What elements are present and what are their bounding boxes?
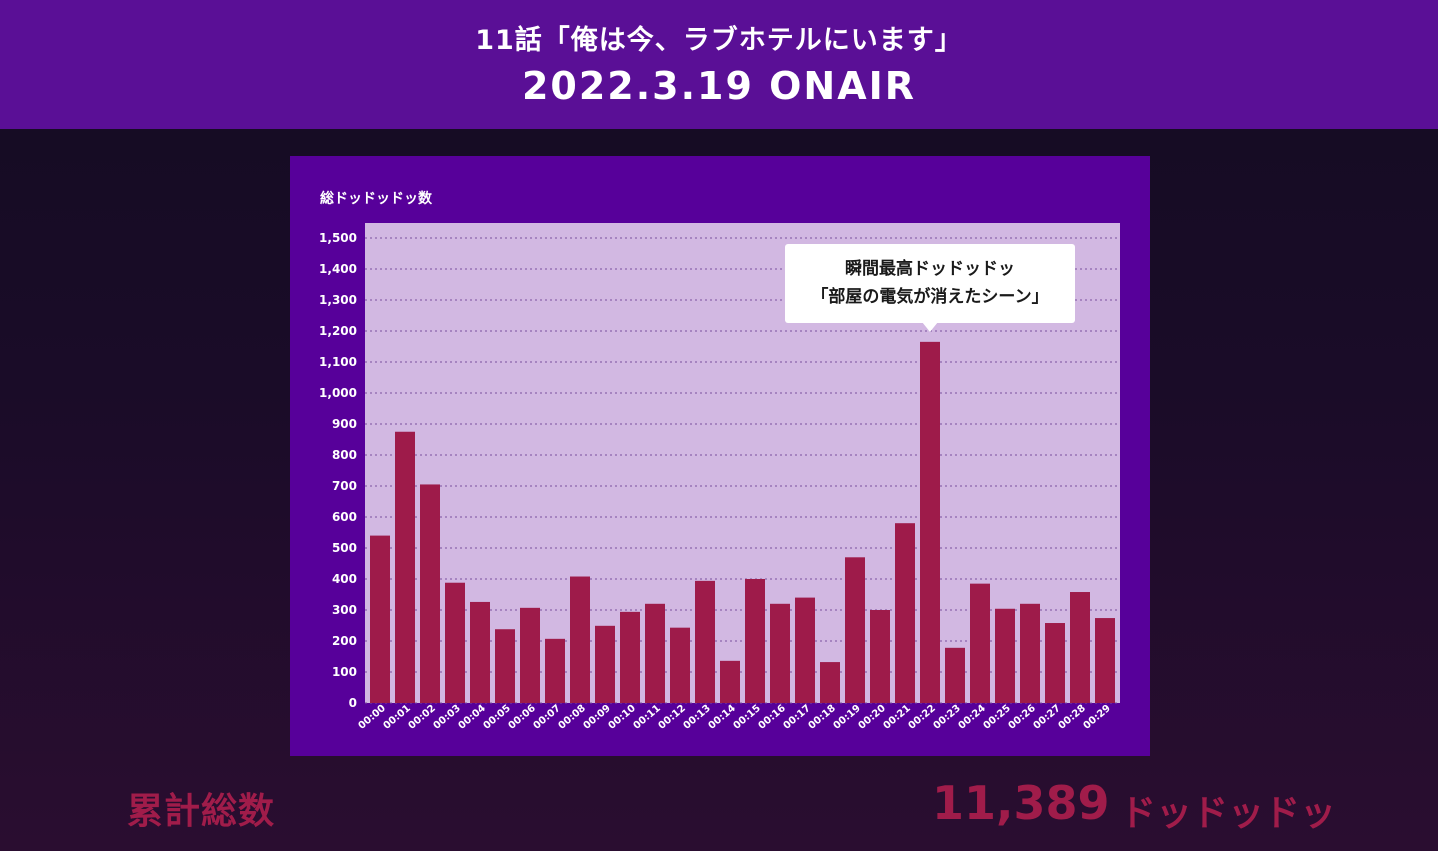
bar — [420, 484, 440, 703]
x-tick-label: 00:15 — [731, 703, 762, 732]
x-tick-label: 00:11 — [631, 703, 662, 732]
x-tick-label: 00:28 — [1056, 703, 1087, 732]
y-tick-label: 800 — [332, 448, 357, 462]
x-tick-label: 00:24 — [956, 703, 987, 732]
x-tick-label: 00:22 — [906, 703, 937, 732]
onair-date: 2022.3.19 ONAIR — [521, 64, 917, 108]
bar — [645, 603, 665, 703]
bar — [820, 662, 840, 703]
annotation-text: 瞬間最高ドッドッドッ — [845, 258, 1015, 279]
bar — [1020, 603, 1040, 703]
y-tick-label: 200 — [332, 634, 357, 648]
x-tick-label: 00:14 — [706, 703, 737, 732]
x-tick-label: 00:00 — [356, 703, 387, 732]
bar — [445, 582, 465, 703]
chart-panel: 総ドッドッドッ数 0 100 200 300 400 500 600 700 800 900 1,00… — [290, 156, 1150, 756]
bar — [670, 627, 690, 703]
x-tick-label: 00:05 — [481, 703, 512, 732]
bar — [570, 576, 590, 703]
bar — [920, 341, 940, 703]
bar — [845, 557, 865, 703]
x-tick-label: 00:23 — [931, 703, 962, 732]
y-tick-label: 100 — [332, 665, 357, 679]
bar — [395, 431, 415, 703]
bar — [970, 583, 990, 703]
x-tick-label: 00:27 — [1031, 703, 1062, 732]
y-tick-label: 600 — [332, 510, 357, 524]
x-tick-label: 00:25 — [981, 703, 1012, 732]
y-tick-label: 700 — [332, 479, 357, 493]
x-tick-label: 00:12 — [656, 703, 687, 732]
x-tick-label: 00:06 — [506, 703, 537, 732]
episode-title: 11話「俺は今、ラブホテルにいます」 — [475, 25, 963, 56]
bar — [520, 607, 540, 703]
y-tick-label: 1,300 — [319, 293, 357, 307]
x-tick-label: 00:01 — [381, 703, 412, 732]
y-axis-title: 総ドッドッドッ数 — [320, 190, 433, 207]
y-tick-label: 300 — [332, 603, 357, 617]
x-tick-label: 00:09 — [581, 703, 612, 732]
y-tick-label: 1,500 — [319, 231, 357, 245]
bar — [770, 603, 790, 703]
y-tick-label: 1,100 — [319, 355, 357, 369]
bar — [495, 629, 515, 703]
y-tick-label: 400 — [332, 572, 357, 586]
x-tick-label: 00:07 — [531, 703, 562, 732]
bar — [720, 660, 740, 703]
annotation-box — [785, 244, 1075, 323]
bar — [995, 608, 1015, 703]
bar — [870, 610, 890, 703]
x-tick-label: 00:20 — [856, 703, 887, 732]
x-tick-label: 00:29 — [1081, 703, 1112, 732]
bar — [370, 535, 390, 703]
bar — [695, 580, 715, 703]
x-tick-label: 00:13 — [681, 703, 712, 732]
y-tick-label: 500 — [332, 541, 357, 555]
y-tick-label: 900 — [332, 417, 357, 431]
x-tick-label: 00:16 — [756, 703, 787, 732]
x-tick-label: 00:03 — [431, 703, 462, 732]
cumulative-total: 11,389 — [932, 776, 1110, 830]
bar-chart: 総ドッドッドッ数 0 100 200 300 400 500 600 700 800 900 1,00… — [319, 190, 1120, 732]
y-tick-label: 0 — [349, 696, 357, 710]
bar — [795, 597, 815, 703]
y-tick-label: 1,400 — [319, 262, 357, 276]
x-tick-label: 00:04 — [456, 703, 487, 732]
bar — [470, 601, 490, 703]
bar — [1095, 618, 1115, 703]
y-tick-label: 1,000 — [319, 386, 357, 400]
bar — [595, 625, 615, 703]
bar — [1070, 592, 1090, 703]
bar — [1045, 623, 1065, 703]
cumulative-unit: ドッドッドッ — [1120, 793, 1337, 834]
bar — [620, 611, 640, 703]
x-tick-label: 00:19 — [831, 703, 862, 732]
annotation-text: 「部屋の電気が消えたシーン」 — [811, 286, 1048, 307]
x-tick-label: 00:26 — [1006, 703, 1037, 732]
x-tick-label: 00:08 — [556, 703, 587, 732]
bar — [895, 523, 915, 703]
x-tick-label: 00:21 — [881, 703, 912, 732]
bar — [945, 647, 965, 703]
x-tick-label: 00:10 — [606, 703, 637, 732]
y-tick-label: 1,200 — [319, 324, 357, 338]
cumulative-label: 累計総数 — [127, 791, 276, 832]
bar — [545, 638, 565, 703]
header-bar: 11話「俺は今、ラブホテルにいます」 2022.3.19 ONAIR — [0, 0, 1438, 129]
x-tick-label: 00:02 — [406, 703, 437, 732]
x-tick-label: 00:18 — [806, 703, 837, 732]
annotation-pointer — [922, 322, 938, 332]
x-tick-label: 00:17 — [781, 703, 812, 732]
bar — [745, 579, 765, 703]
